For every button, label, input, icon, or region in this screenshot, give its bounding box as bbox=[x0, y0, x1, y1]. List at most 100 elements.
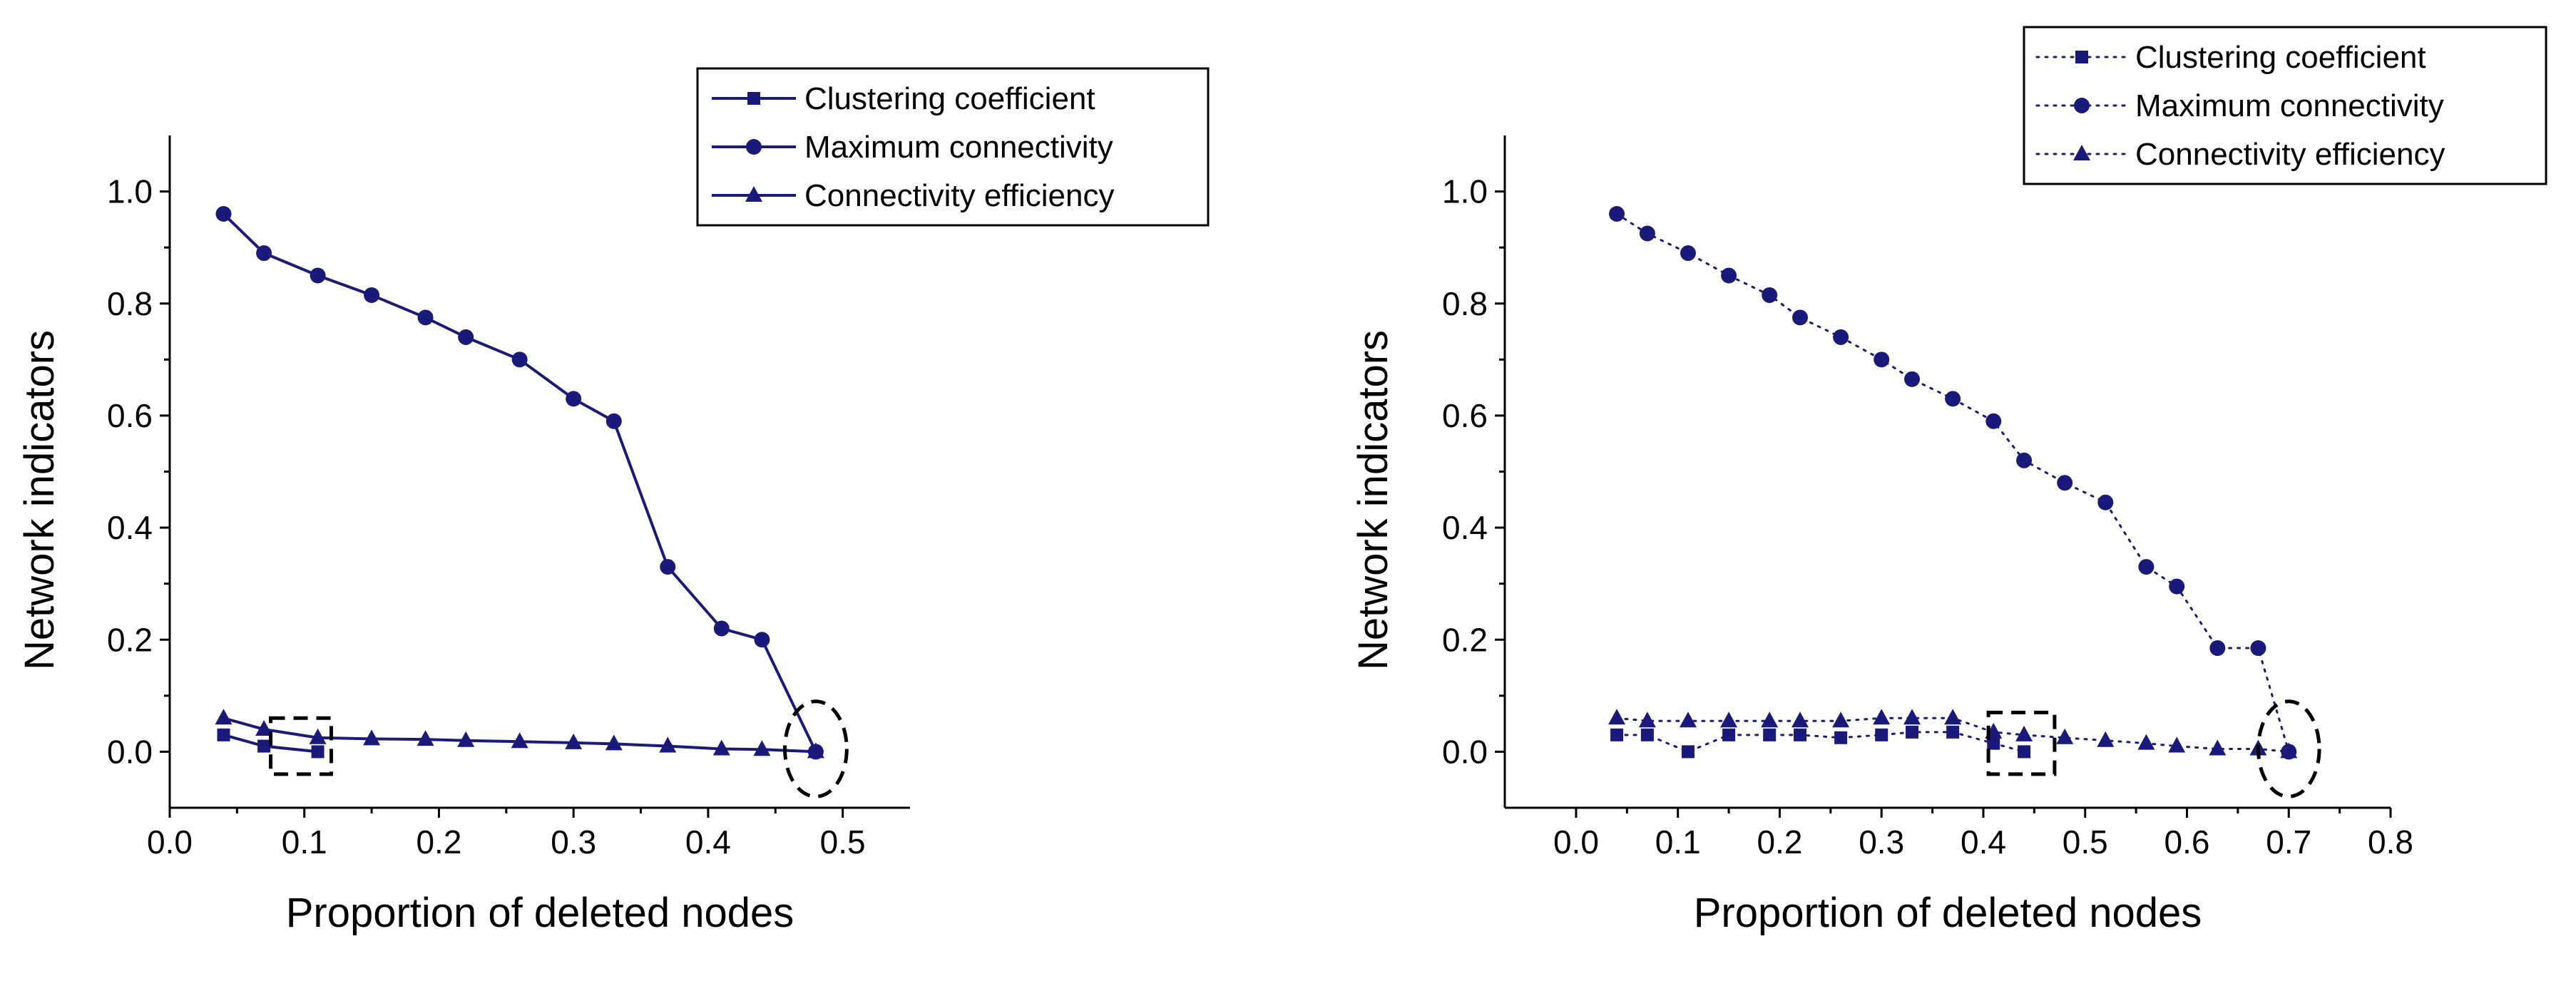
data-point bbox=[416, 730, 434, 746]
data-point bbox=[1722, 728, 1736, 741]
data-point bbox=[457, 731, 475, 747]
data-point bbox=[1762, 287, 1778, 303]
data-point bbox=[215, 206, 232, 222]
data-point bbox=[1680, 245, 1696, 262]
legend: Clustering coefficient Maximum connectivi… bbox=[696, 67, 1210, 227]
data-point bbox=[753, 740, 771, 756]
legend-marker bbox=[2074, 98, 2090, 113]
data-point bbox=[1834, 731, 1848, 744]
x-tick-label: 0.5 bbox=[820, 823, 866, 861]
legend-label: Clustering coefficient bbox=[2135, 40, 2426, 75]
y-tick-label: 0.4 bbox=[1442, 509, 1488, 546]
data-point bbox=[1638, 712, 1656, 728]
series-clustering-coefficient bbox=[1610, 725, 2031, 759]
data-point bbox=[417, 309, 434, 326]
data-point bbox=[1792, 712, 1809, 728]
data-point bbox=[659, 736, 677, 753]
data-point bbox=[1985, 413, 2002, 429]
data-point bbox=[1875, 728, 1888, 741]
legend: Clustering coefficient Maximum connectivi… bbox=[2023, 26, 2547, 185]
data-point bbox=[309, 728, 327, 744]
data-point bbox=[511, 351, 528, 368]
data-point bbox=[1832, 712, 1850, 728]
data-point bbox=[458, 329, 474, 345]
data-point bbox=[2015, 725, 2033, 741]
data-point bbox=[2016, 452, 2033, 468]
data-point bbox=[2169, 578, 2185, 595]
data-point bbox=[1794, 728, 1806, 741]
data-point bbox=[1944, 709, 1962, 725]
y-tick-label: 1.0 bbox=[107, 173, 153, 210]
data-point bbox=[754, 632, 770, 648]
data-point bbox=[1609, 206, 1625, 222]
data-point bbox=[2097, 494, 2114, 510]
data-point bbox=[1904, 371, 1921, 387]
highlight-rectangle bbox=[1986, 710, 2057, 776]
x-tick-label: 0.4 bbox=[685, 823, 731, 861]
data-point bbox=[2056, 728, 2074, 744]
data-point bbox=[1610, 728, 1624, 741]
x-tick-label: 0.1 bbox=[282, 823, 327, 861]
data-point bbox=[1946, 725, 1960, 739]
data-point bbox=[215, 709, 232, 725]
x-tick-label: 0.0 bbox=[1553, 823, 1599, 861]
x-tick-label: 0.3 bbox=[551, 823, 596, 861]
data-point bbox=[2209, 739, 2227, 756]
series-line bbox=[223, 212, 817, 753]
data-point bbox=[2137, 734, 2155, 750]
data-point bbox=[565, 733, 583, 749]
series-maximum-connectivity bbox=[215, 206, 824, 760]
data-point bbox=[2138, 559, 2155, 575]
data-point bbox=[255, 719, 273, 736]
x-axis-title: Proportion of deleted nodes bbox=[286, 890, 794, 936]
data-point bbox=[2250, 640, 2266, 657]
y-tick-label: 0.4 bbox=[107, 509, 153, 546]
y-tick-label: 0.0 bbox=[107, 733, 153, 770]
data-point bbox=[1721, 267, 1737, 284]
legend-label: Connectivity efficiency bbox=[2135, 137, 2445, 172]
x-tick-label: 0.1 bbox=[1655, 823, 1701, 861]
data-point bbox=[566, 391, 582, 407]
data-point bbox=[1681, 745, 1695, 759]
data-point bbox=[257, 739, 271, 753]
highlight-ellipse bbox=[782, 699, 849, 798]
data-point bbox=[364, 287, 380, 303]
data-point bbox=[1679, 712, 1697, 728]
data-point bbox=[712, 739, 730, 756]
x-tick-label: 0.5 bbox=[2063, 823, 2108, 861]
data-point bbox=[256, 245, 272, 262]
y-axis-title: Network indicators bbox=[1350, 330, 1396, 670]
legend-box bbox=[2023, 26, 2547, 185]
data-point bbox=[660, 559, 676, 575]
y-axis-title: Network indicators bbox=[16, 330, 63, 670]
data-point bbox=[2280, 742, 2298, 759]
series-line bbox=[1615, 212, 2290, 753]
x-tick-label: 0.6 bbox=[2164, 823, 2210, 861]
series-connectivity-efficiency bbox=[215, 709, 824, 759]
y-tick-label: 0.2 bbox=[1442, 621, 1488, 658]
legend-marker bbox=[746, 139, 762, 155]
y-tick-label: 1.0 bbox=[1442, 173, 1488, 210]
legend-marker bbox=[2075, 51, 2088, 63]
data-point bbox=[2209, 640, 2226, 657]
data-point bbox=[605, 413, 622, 429]
data-point bbox=[1792, 309, 1808, 326]
y-tick-label: 0.6 bbox=[1442, 397, 1488, 434]
x-tick-label: 0.8 bbox=[2368, 823, 2413, 861]
y-tick-label: 0.8 bbox=[1442, 285, 1488, 322]
data-point bbox=[2018, 745, 2031, 759]
legend-label: Clustering coefficient bbox=[804, 81, 1095, 116]
legend-label: Maximum connectivity bbox=[804, 130, 1113, 165]
data-point bbox=[1640, 728, 1654, 741]
data-point bbox=[1720, 712, 1738, 728]
series-line bbox=[1615, 731, 2025, 754]
series-clustering-coefficient bbox=[217, 728, 324, 759]
data-point bbox=[1874, 351, 1890, 368]
data-point bbox=[1987, 736, 2000, 750]
data-point bbox=[363, 729, 381, 746]
data-point bbox=[1761, 712, 1779, 728]
x-tick-label: 0.7 bbox=[2266, 823, 2311, 861]
data-point bbox=[2097, 731, 2115, 747]
data-point bbox=[1906, 725, 1919, 739]
y-tick-label: 0.8 bbox=[107, 285, 153, 322]
